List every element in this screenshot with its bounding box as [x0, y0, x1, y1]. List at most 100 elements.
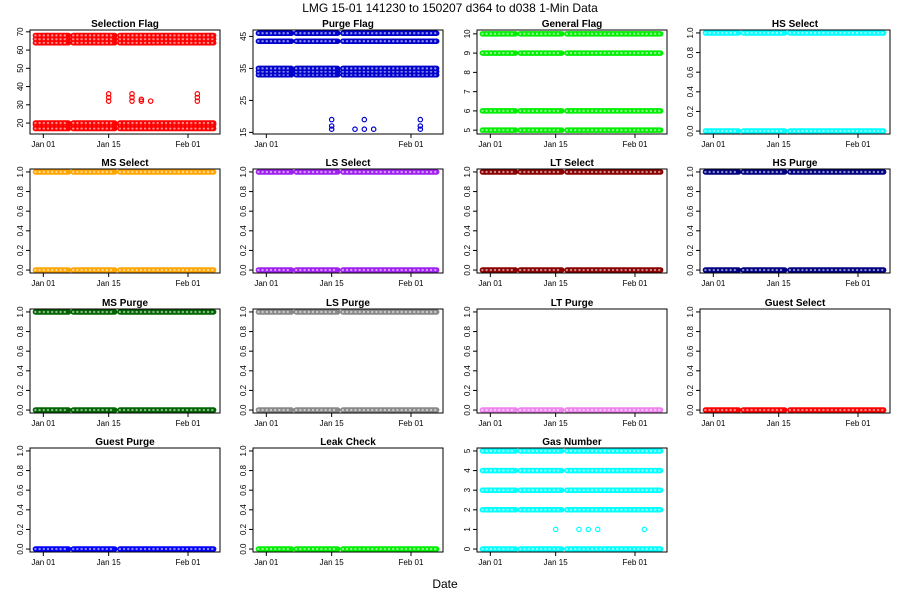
- x-tick-label: Jan 01: [254, 558, 279, 567]
- data-point: [502, 488, 505, 492]
- data-point: [645, 408, 648, 412]
- data-point: [307, 67, 310, 70]
- data-point: [847, 129, 850, 133]
- y-tick-label: 50: [16, 63, 25, 72]
- data-point: [535, 170, 539, 174]
- data-point: [641, 408, 644, 412]
- data-point: [611, 128, 615, 132]
- data-point: [758, 268, 762, 272]
- data-point: [599, 170, 602, 174]
- x-tick-label: Feb 01: [623, 140, 648, 149]
- data-point: [611, 408, 615, 412]
- data-point: [775, 170, 778, 174]
- data-point: [742, 408, 745, 412]
- data-point: [307, 268, 310, 272]
- data-point: [354, 268, 357, 272]
- data-point: [282, 40, 285, 43]
- data-point: [712, 129, 715, 133]
- data-point: [624, 128, 627, 132]
- data-point: [637, 51, 640, 55]
- data-point: [34, 37, 37, 41]
- data-point: [261, 310, 264, 314]
- y-tick-label: 45: [239, 31, 248, 40]
- data-point: [352, 126, 358, 133]
- data-point: [417, 408, 420, 412]
- data-point: [607, 469, 611, 472]
- y-tick-label: 1.0: [239, 306, 248, 318]
- data-point: [278, 170, 281, 174]
- data-point: [510, 268, 513, 272]
- data-point: [653, 128, 657, 132]
- data-point: [616, 109, 619, 113]
- data-point: [211, 41, 214, 44]
- data-point: [742, 170, 745, 174]
- data-point: [316, 547, 319, 551]
- data-point: [63, 268, 66, 272]
- series-points: [479, 31, 664, 133]
- data-point: [620, 408, 623, 412]
- data-point: [725, 268, 728, 272]
- data-point: [138, 98, 145, 104]
- data-point: [624, 268, 627, 272]
- data-point: [876, 408, 880, 412]
- data-point: [429, 67, 433, 70]
- data-point: [375, 67, 378, 70]
- data-point: [311, 32, 315, 35]
- data-point: [876, 31, 880, 35]
- data-point: [548, 408, 551, 412]
- data-point: [295, 67, 298, 70]
- data-point: [434, 32, 437, 35]
- x-tick-label: Jan 01: [31, 140, 56, 149]
- y-tick-label: 1.0: [463, 306, 472, 318]
- data-point: [658, 408, 661, 412]
- data-point: [202, 170, 206, 174]
- data-point: [809, 408, 813, 412]
- series-points: [702, 30, 887, 134]
- data-point: [527, 488, 530, 492]
- data-point: [371, 170, 374, 174]
- data-point: [582, 408, 585, 412]
- data-point: [578, 109, 581, 113]
- data-point: [148, 41, 151, 44]
- data-point: [286, 67, 289, 70]
- data-point: [143, 310, 147, 314]
- data-point: [375, 32, 378, 35]
- y-tick-label: 9: [463, 50, 472, 55]
- data-point: [274, 67, 277, 70]
- data-point: [354, 547, 357, 551]
- data-point: [624, 51, 627, 55]
- data-point: [63, 37, 66, 41]
- data-point: [489, 268, 492, 272]
- data-point: [632, 32, 636, 36]
- data-point: [775, 408, 778, 412]
- data-point: [63, 41, 66, 44]
- data-point: [55, 41, 58, 44]
- data-point: [531, 109, 534, 113]
- data-point: [80, 547, 83, 551]
- data-point: [519, 547, 522, 551]
- data-point: [76, 547, 79, 551]
- data-point: [843, 268, 846, 272]
- y-tick-label: 0.2: [16, 523, 25, 535]
- data-point: [80, 408, 83, 412]
- data-point: [341, 547, 345, 551]
- data-point: [813, 408, 817, 412]
- data-point: [540, 109, 543, 113]
- data-point: [324, 547, 327, 551]
- data-point: [544, 109, 547, 113]
- data-point: [847, 31, 850, 35]
- data-point: [813, 170, 817, 174]
- y-tick-label: 0.2: [463, 384, 472, 396]
- data-point: [586, 109, 590, 113]
- data-point: [152, 34, 155, 37]
- data-point: [637, 170, 640, 174]
- data-point: [523, 109, 526, 113]
- data-point: [624, 469, 627, 472]
- data-point: [88, 310, 92, 314]
- data-point: [742, 129, 745, 133]
- data-point: [502, 547, 505, 551]
- data-point: [261, 408, 264, 412]
